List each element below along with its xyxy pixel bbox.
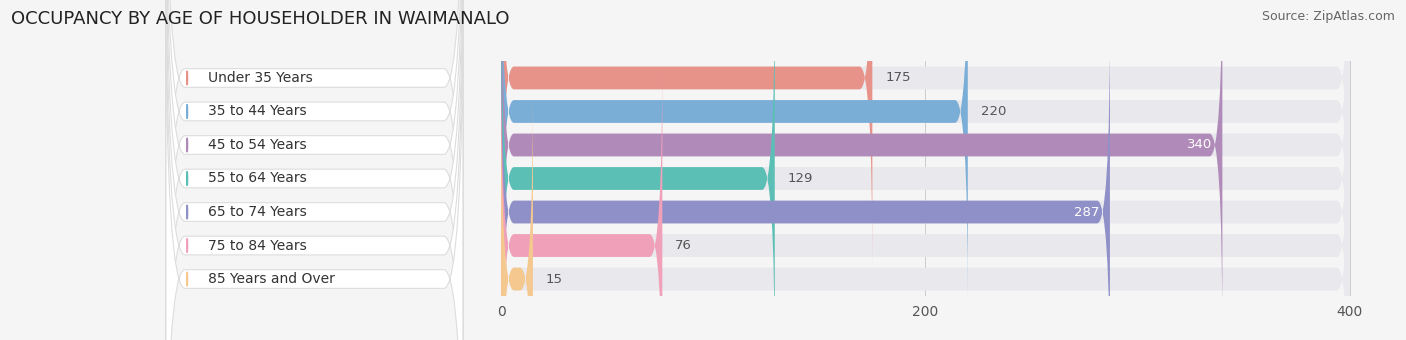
Text: 220: 220 (980, 105, 1005, 118)
Text: 85 Years and Over: 85 Years and Over (208, 272, 335, 286)
FancyBboxPatch shape (501, 89, 1350, 340)
FancyBboxPatch shape (501, 56, 1350, 340)
FancyBboxPatch shape (501, 0, 1350, 340)
FancyBboxPatch shape (166, 0, 463, 340)
FancyBboxPatch shape (501, 0, 1350, 335)
Text: 55 to 64 Years: 55 to 64 Years (208, 171, 307, 186)
Text: 175: 175 (884, 71, 911, 84)
FancyBboxPatch shape (501, 22, 1109, 340)
Text: Under 35 Years: Under 35 Years (208, 71, 314, 85)
FancyBboxPatch shape (166, 0, 463, 340)
Text: 75 to 84 Years: 75 to 84 Years (208, 239, 307, 253)
FancyBboxPatch shape (166, 0, 463, 340)
FancyBboxPatch shape (501, 0, 775, 340)
Text: 65 to 74 Years: 65 to 74 Years (208, 205, 307, 219)
Text: 340: 340 (1187, 138, 1212, 152)
FancyBboxPatch shape (501, 0, 1222, 335)
FancyBboxPatch shape (501, 56, 662, 340)
FancyBboxPatch shape (166, 0, 463, 340)
FancyBboxPatch shape (501, 0, 967, 301)
FancyBboxPatch shape (166, 0, 463, 340)
FancyBboxPatch shape (166, 0, 463, 340)
Text: 15: 15 (546, 273, 562, 286)
Text: 129: 129 (787, 172, 813, 185)
Text: 45 to 54 Years: 45 to 54 Years (208, 138, 307, 152)
Text: 76: 76 (675, 239, 692, 252)
FancyBboxPatch shape (501, 89, 533, 340)
Text: Source: ZipAtlas.com: Source: ZipAtlas.com (1261, 10, 1395, 23)
FancyBboxPatch shape (501, 0, 872, 268)
Text: 35 to 44 Years: 35 to 44 Years (208, 104, 307, 118)
Text: 287: 287 (1074, 205, 1099, 219)
Text: OCCUPANCY BY AGE OF HOUSEHOLDER IN WAIMANALO: OCCUPANCY BY AGE OF HOUSEHOLDER IN WAIMA… (11, 10, 510, 28)
FancyBboxPatch shape (166, 0, 463, 340)
FancyBboxPatch shape (501, 22, 1350, 340)
FancyBboxPatch shape (501, 0, 1350, 268)
FancyBboxPatch shape (501, 0, 1350, 301)
